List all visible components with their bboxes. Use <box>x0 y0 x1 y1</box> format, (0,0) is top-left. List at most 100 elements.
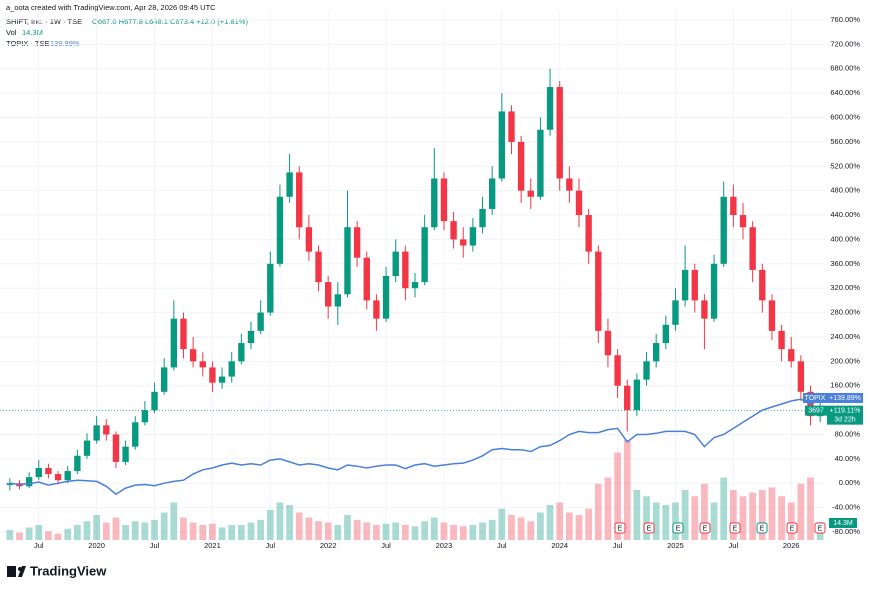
volume-bar <box>768 487 776 540</box>
candle-body <box>517 141 525 191</box>
ohlc: O667.0 H677.8 L648.1 C673.4 +12.0 (+1.81… <box>92 17 248 26</box>
candle-body <box>488 178 496 209</box>
y-tick-label: -40.00% <box>832 503 860 512</box>
candle-body <box>228 361 235 377</box>
candle-body <box>411 282 419 289</box>
candle-body <box>624 385 631 411</box>
volume-bar <box>459 526 467 540</box>
y-tick-label: 440.00% <box>830 210 860 219</box>
y-tick-label: 760.00% <box>830 15 860 24</box>
candle-body <box>151 391 158 411</box>
volume-bar <box>556 502 564 540</box>
candle-body <box>431 178 438 228</box>
volume-bar <box>672 502 679 540</box>
x-tick-label: 2022 <box>320 541 337 550</box>
candle-body <box>122 446 129 462</box>
candle-body <box>296 172 303 228</box>
y-tick-label: 80.00% <box>835 429 861 438</box>
earnings-label: E <box>733 525 738 532</box>
candle-body <box>788 349 795 362</box>
volume-bar <box>112 517 120 540</box>
volume-bar <box>247 522 255 540</box>
candle-body <box>276 196 284 264</box>
earnings-label: E <box>703 525 708 532</box>
candle-body <box>392 251 399 276</box>
candle-body <box>160 367 168 392</box>
candle-body <box>402 251 409 289</box>
earnings-label: E <box>647 525 652 532</box>
volume-bar <box>16 532 23 540</box>
candle-body <box>759 269 766 301</box>
compare-line <box>9 397 821 496</box>
candle-body <box>633 379 641 411</box>
volume-title: Vol <box>6 28 17 37</box>
volume-bar <box>488 520 496 540</box>
candle-body <box>112 434 120 462</box>
y-tick-label: 200.00% <box>830 356 860 365</box>
volume-value: 14.3M <box>22 28 43 37</box>
volume-bar <box>691 496 699 540</box>
candle-body <box>469 227 477 246</box>
earnings-marker <box>814 522 826 534</box>
earnings-marker <box>729 522 741 534</box>
y-tick-label: 680.00% <box>830 64 860 73</box>
volume-bar <box>209 523 216 540</box>
symbol-label: 3697 <box>808 407 824 414</box>
volume-bar <box>421 521 429 540</box>
x-tick-label: Jul <box>613 541 623 550</box>
candle-body <box>672 300 679 325</box>
volume-bar <box>729 490 737 540</box>
candle-body <box>710 263 718 319</box>
volume-bar <box>498 508 506 540</box>
x-tick-label: 2021 <box>204 541 221 550</box>
x-tick-label: 2025 <box>667 541 684 550</box>
volume-bar <box>151 520 158 540</box>
candle-body <box>305 227 313 252</box>
candle-body <box>315 251 322 283</box>
volume-bar <box>479 522 486 540</box>
y-tick-label: 560.00% <box>830 137 860 146</box>
compare-badge-name: TOPIX <box>805 395 826 402</box>
candle-body <box>508 111 515 142</box>
candle-body <box>238 343 245 362</box>
volume-bar <box>373 525 380 540</box>
volume-bar <box>83 521 91 540</box>
countdown: 3d 22h <box>834 416 856 423</box>
candle-body <box>344 227 351 295</box>
earnings-label: E <box>790 525 795 532</box>
volume-bar <box>797 483 805 540</box>
earnings-label: E <box>818 525 823 532</box>
candle-body <box>479 208 486 228</box>
candle-body <box>701 300 708 319</box>
candle-body <box>652 343 660 362</box>
y-tick-label: 280.00% <box>830 308 860 317</box>
candle-body <box>527 190 534 197</box>
compare-value-badge <box>827 392 863 403</box>
candle-body <box>546 87 554 130</box>
candle-body <box>556 87 563 179</box>
volume-bar <box>189 522 197 540</box>
y-tick-label: 40.00% <box>835 454 861 463</box>
candle-body <box>218 376 226 383</box>
candle-body <box>247 330 255 344</box>
volume-bar <box>701 483 708 540</box>
volume-bar <box>537 512 544 540</box>
y-tick-label: 160.00% <box>830 381 860 390</box>
volume-bar <box>739 496 747 540</box>
candle-body <box>575 190 583 216</box>
y-tick-label: 600.00% <box>830 113 860 122</box>
candle-body <box>797 361 805 392</box>
volume-bar <box>324 522 332 540</box>
candle-body <box>25 477 33 487</box>
candle-body <box>662 324 670 344</box>
volume-bar <box>45 531 52 540</box>
volume-bar <box>25 527 33 540</box>
earnings-marker <box>786 522 798 534</box>
volume-bar <box>344 515 351 540</box>
volume-bar <box>594 483 602 540</box>
volume-bar <box>758 490 766 540</box>
earnings-marker <box>756 522 768 534</box>
candle-body <box>334 294 342 307</box>
volume-bar <box>614 452 621 540</box>
volume-bar <box>527 521 535 540</box>
